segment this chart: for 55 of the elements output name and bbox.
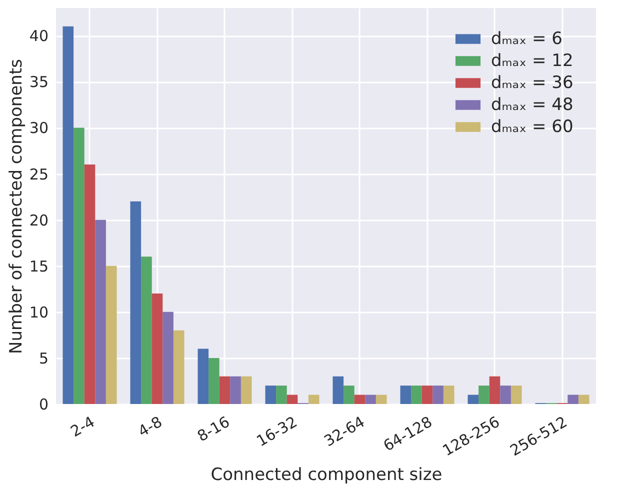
y-tick-label: 0 [38,396,48,414]
y-tick-label: 5 [38,349,48,368]
bar [500,386,511,404]
bar [240,376,252,404]
bar [400,386,412,404]
y-tick-label: 25 [29,165,48,184]
bar [344,386,354,404]
bar [276,386,287,404]
x-axis-title: Connected component size [210,464,442,485]
legend-label: dₘₐₓ = 48 [491,95,574,115]
bar [478,386,490,404]
bar [411,386,422,404]
bar [162,312,174,404]
bar [286,394,298,404]
bar [376,394,387,404]
bar [489,376,500,404]
bar [468,394,479,404]
x-tick-label: 2-4 [68,412,98,441]
bar [230,376,241,404]
bar [365,394,376,404]
legend-label: dₘₐₓ = 60 [491,117,574,137]
bar [332,376,344,404]
y-tick-label: 40 [29,27,48,46]
bar [578,394,590,404]
bar [354,394,366,404]
bar [141,256,152,404]
y-tick-label: 30 [29,119,48,138]
bar [443,386,454,404]
bar [74,128,84,404]
y-tick-label: 35 [29,73,48,92]
bar [432,386,444,404]
x-tick-label: 4-8 [135,412,166,441]
y-tick-label: 10 [29,303,48,322]
bar [106,266,117,404]
y-axis-title: Number of connected components [6,58,26,354]
bar [265,386,276,404]
bar [173,330,184,404]
bar [62,26,74,404]
bar [95,220,106,404]
bar [130,201,142,404]
bar [198,348,209,404]
y-tick-label: 15 [29,257,48,276]
legend-label: dₘₐₓ = 36 [491,73,574,93]
bar [510,386,522,404]
bar [308,394,320,404]
bar [219,376,230,404]
bar [568,394,578,404]
bar [422,386,433,404]
bar [84,164,96,404]
bar [208,358,220,404]
legend-label: dₘₐₓ = 6 [491,29,562,49]
x-tick-label: 8-16 [194,412,233,446]
bar [152,293,163,404]
y-tick-label: 20 [29,211,48,230]
legend-label: dₘₐₓ = 12 [491,51,574,71]
